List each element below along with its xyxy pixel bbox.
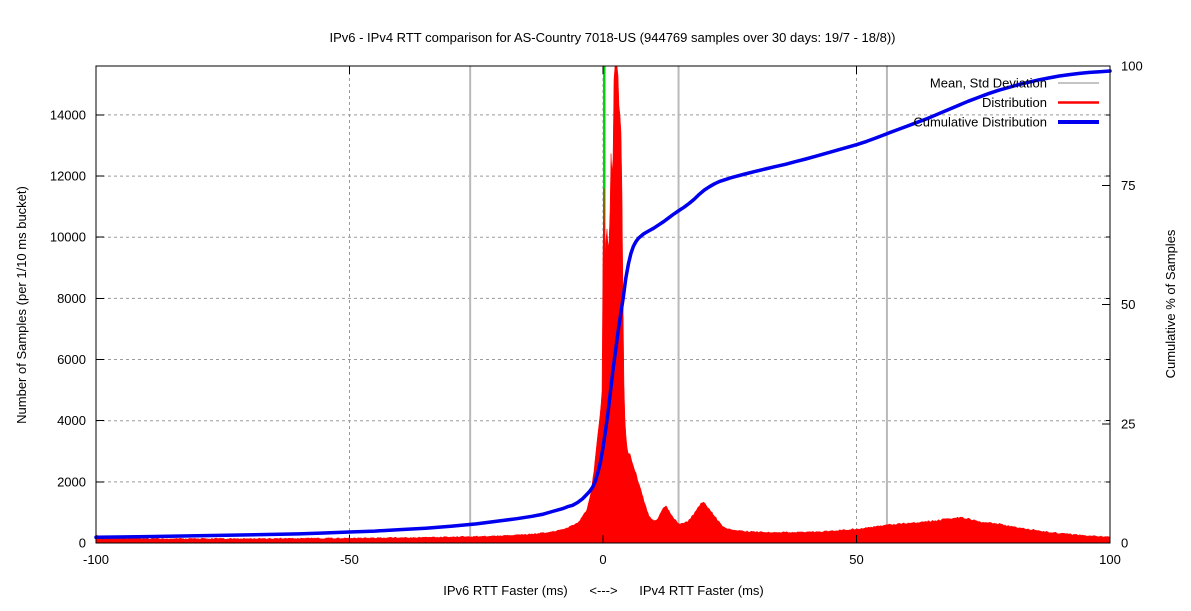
distribution-series	[95, 65, 1111, 544]
x-tick-label: 100	[1099, 552, 1121, 567]
x-tick-label: 50	[849, 552, 863, 567]
chart-title: IPv6 - IPv4 RTT comparison for AS-Countr…	[329, 30, 896, 45]
cumulative-series	[94, 69, 1112, 540]
y-right-tick-label: 0	[1121, 536, 1128, 551]
y-left-tick-label: 0	[79, 536, 86, 551]
y-left-tick-label: 6000	[57, 352, 86, 367]
tick-labels: -100 -50 0 50 100020004000600080001000012000…	[50, 59, 1143, 568]
y-right-tick-label: 25	[1121, 416, 1135, 431]
x-tick-label: -50	[340, 552, 359, 567]
x-tick-label: -100	[83, 552, 109, 567]
legend-label: Cumulative Distribution	[913, 115, 1047, 130]
axis-ticks	[95, 65, 1111, 544]
legend-label: Mean, Std Deviation	[930, 76, 1047, 91]
y-left-tick-label: 8000	[57, 291, 86, 306]
legend-item: Distribution	[982, 95, 1099, 110]
y-left-tick-label: 2000	[57, 474, 86, 489]
y-left-tick-label: 10000	[50, 230, 86, 245]
y-left-tick-label: 12000	[50, 169, 86, 184]
legend-item: Mean, Std Deviation	[930, 76, 1099, 91]
y-right-tick-label: 75	[1121, 178, 1135, 193]
y-left-tick-label: 14000	[50, 107, 86, 122]
legend: Mean, Std Deviation Distribution Cumulativ…	[913, 76, 1099, 130]
y-left-tick-label: 4000	[57, 413, 86, 428]
x-tick-label: 0	[599, 552, 606, 567]
y-right-axis-label: Cumulative % of Samples	[1163, 229, 1178, 379]
y-left-axis-label: Number of Samples (per 1/10 ms bucket)	[14, 186, 29, 424]
y-right-tick-label: 100	[1121, 59, 1143, 74]
legend-item: Cumulative Distribution	[913, 115, 1099, 130]
y-right-tick-label: 50	[1121, 297, 1135, 312]
mean-std-lines	[469, 66, 888, 543]
legend-label: Distribution	[982, 95, 1047, 110]
x-axis-label: IPv6 RTT Faster (ms) <---> IPv4 RTT Fast…	[443, 583, 764, 598]
